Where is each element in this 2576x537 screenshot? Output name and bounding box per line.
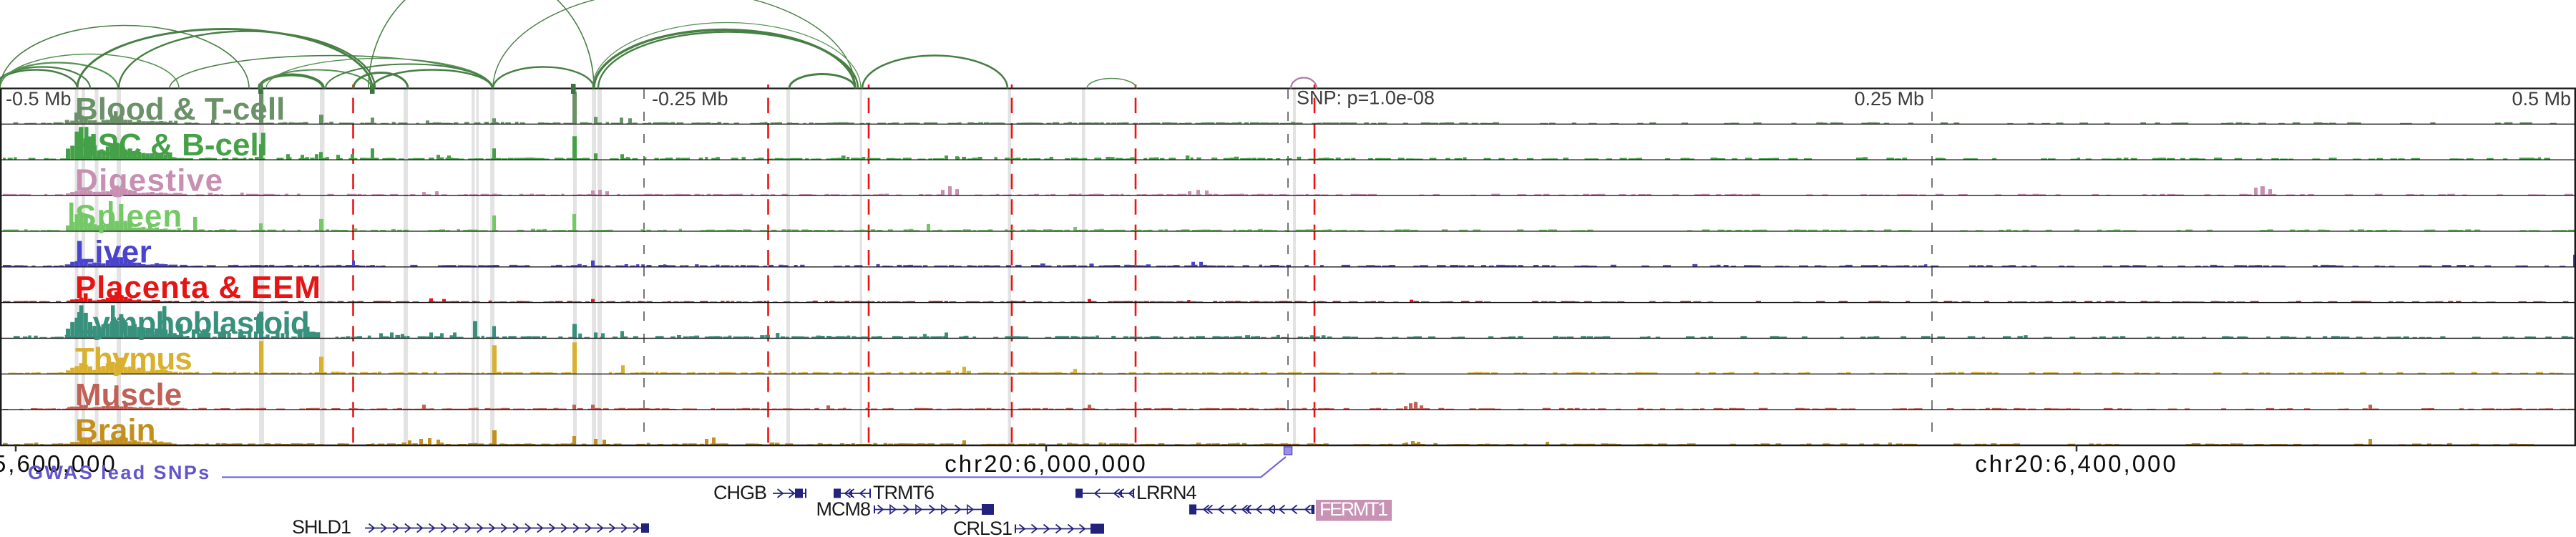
svg-text:-0.25 Mb: -0.25 Mb [652, 88, 728, 110]
svg-text:HSC & B-cell: HSC & B-cell [75, 127, 268, 163]
svg-text:Blood & T-cell: Blood & T-cell [75, 92, 285, 127]
svg-text:Brain: Brain [75, 413, 155, 448]
svg-text:Liver: Liver [75, 234, 152, 269]
svg-text:-0.5 Mb: -0.5 Mb [6, 88, 72, 110]
svg-text:chr20:5,600,000: chr20:5,600,000 [0, 450, 117, 477]
svg-text:CRLS1: CRLS1 [953, 518, 1012, 537]
svg-text:Digestive: Digestive [75, 163, 223, 198]
svg-text:FERMT1: FERMT1 [1319, 498, 1388, 520]
svg-text:Lymphoblastoid: Lymphoblastoid [75, 306, 309, 341]
svg-text:CHGB: CHGB [713, 482, 766, 503]
svg-text:Spleen: Spleen [75, 199, 182, 234]
svg-text:SNP: p=1.0e-08: SNP: p=1.0e-08 [1297, 87, 1435, 109]
svg-text:GWAS lead SNPs: GWAS lead SNPs [28, 462, 211, 483]
svg-text:SHLD1: SHLD1 [292, 516, 351, 537]
svg-text:0.25 Mb: 0.25 Mb [1854, 88, 1924, 110]
svg-text:0.5 Mb: 0.5 Mb [2512, 88, 2571, 110]
svg-text:MCM8: MCM8 [816, 498, 871, 520]
svg-text:LRRN4: LRRN4 [1136, 482, 1197, 503]
svg-text:Muscle: Muscle [75, 377, 182, 412]
svg-text:TRMT6: TRMT6 [873, 482, 934, 503]
svg-text:chr20:6,400,000: chr20:6,400,000 [1975, 450, 2178, 477]
svg-text:Placenta & EEM: Placenta & EEM [75, 270, 321, 305]
svg-text:Thymus: Thymus [75, 342, 192, 377]
svg-text:chr20:6,000,000: chr20:6,000,000 [945, 450, 1148, 477]
